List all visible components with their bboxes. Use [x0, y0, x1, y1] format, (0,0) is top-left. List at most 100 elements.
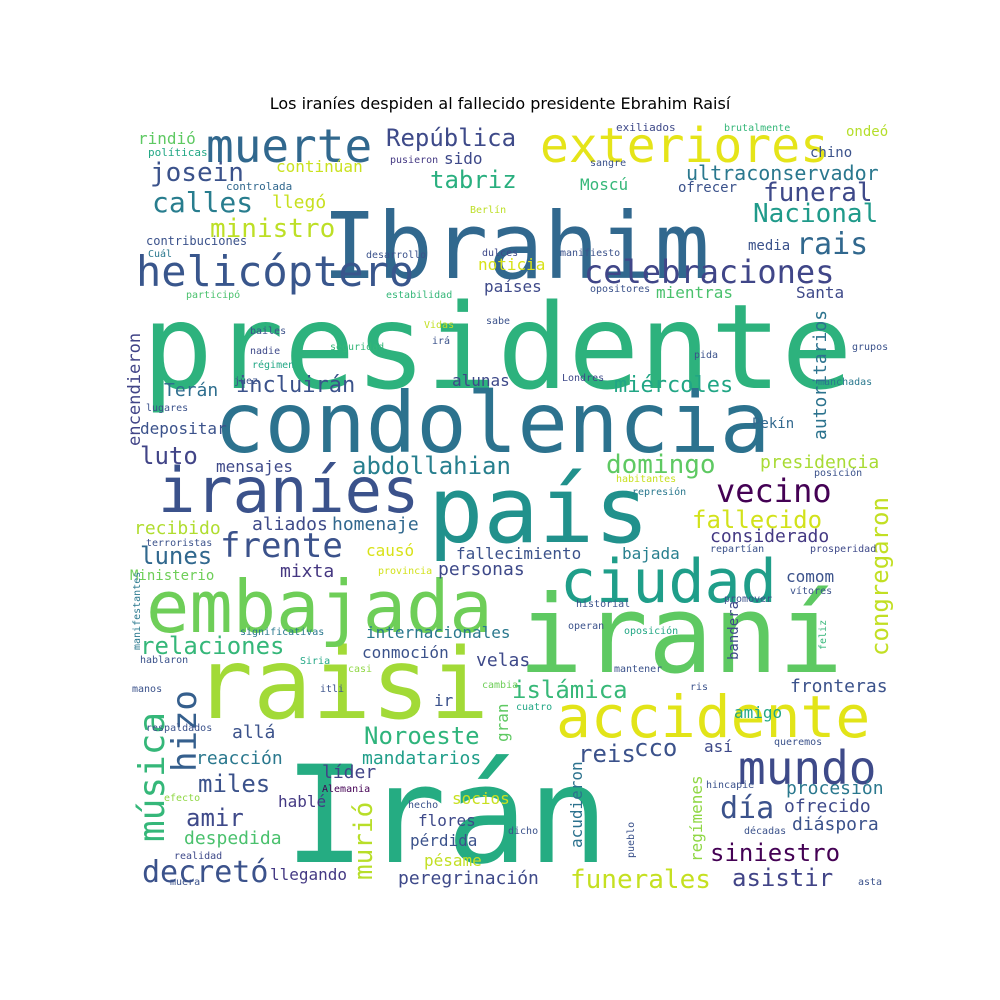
word-vidas: Vidas [424, 320, 454, 331]
word-continuan: continúan [276, 157, 363, 176]
word-nacional: Nacional [753, 199, 878, 229]
word-relaciones: relaciones [140, 632, 285, 660]
page-title: Los iraníes despiden al fallecido presid… [269, 94, 731, 113]
word-lider: líder [322, 762, 376, 783]
word-funeral: funeral [763, 178, 873, 208]
word-josein: josein [150, 158, 244, 188]
word-considerado: considerado [710, 526, 829, 547]
word-iran: Irán [284, 737, 609, 894]
word-juez: juez [234, 376, 258, 387]
word-acudieron: acudieron [567, 761, 586, 848]
word-mantener: mantener [614, 664, 662, 675]
word-tabriz: tabriz [430, 166, 517, 194]
word-miercoles: miércoles [614, 373, 733, 398]
word-miles: miles [198, 770, 270, 798]
word-asistir: asistir [732, 864, 833, 892]
word-politicas: políticas [148, 146, 208, 159]
word-alla: allá [232, 722, 275, 743]
word-rais: rais [796, 227, 868, 262]
word-dulces: dulces [482, 248, 518, 259]
word-dia: día [720, 791, 774, 826]
word-raisi: raisi [194, 628, 489, 742]
word-iranies: iraníes [158, 454, 419, 527]
word-condolencia: condolencia [214, 374, 770, 472]
word-hizo: hizo [165, 690, 205, 772]
word-brutalmente: brutalmente [724, 123, 790, 134]
word-pueblo: pueblo [626, 822, 637, 858]
word-encendieron: encendieron [125, 333, 145, 446]
word-repartian: repartían [710, 543, 764, 555]
word-amigo: amigo [734, 703, 782, 722]
word-ministro: ministro [210, 214, 335, 244]
word-promover: promover [724, 594, 772, 605]
word-decreto: decretó [142, 855, 268, 890]
word-participo: participó [186, 289, 240, 301]
word-incluiran: incluirán [236, 373, 355, 398]
word-ir: ir [434, 691, 454, 710]
word-operan: operan [568, 621, 604, 632]
word-republica: República [386, 124, 516, 152]
word-hable: hablé [278, 792, 326, 811]
word-presidente: presidente [142, 278, 852, 416]
word-peregrinacion: peregrinación [398, 868, 539, 889]
word-mixta: mixta [280, 561, 334, 582]
word-autoritarios: autoritarios [810, 310, 831, 440]
word-embajada: embajada [146, 565, 493, 649]
word-muerte: muerte [206, 119, 372, 173]
word-amir: amir [186, 804, 244, 832]
word-diaspora: diáspora [792, 814, 879, 835]
word-habitantes: habitantes [616, 474, 676, 485]
word-casi: casi [348, 664, 372, 675]
word-exiliados: exiliados [616, 121, 676, 134]
word-queremos: queremos [774, 737, 822, 748]
word-paises: países [484, 277, 542, 296]
word-islamica: islámica [512, 676, 628, 704]
word-bajada: bajada [622, 544, 680, 563]
word-accidente: accidente [556, 683, 870, 751]
word-grupos: grupos [852, 342, 888, 353]
word-vecino: vecino [716, 472, 832, 510]
word-manchadas: manchadas [818, 377, 872, 388]
word-sabe: sabe [486, 316, 510, 327]
word-comom: comom [786, 567, 834, 586]
word-lugares: lugares [146, 403, 188, 414]
word-seguridad: seguridad [330, 342, 384, 353]
word-bailes: bailes [250, 326, 286, 337]
word-helicoptero: helicóptero [136, 247, 414, 296]
word-ofrecido: ofrecido [784, 796, 871, 817]
word-hablaron: hablaron [140, 655, 188, 666]
word-siria: Siria [300, 656, 330, 667]
word-regimen: régimen [252, 359, 294, 371]
word-vitores: vítores [790, 585, 832, 597]
word-congregaron: congregaron [866, 497, 894, 656]
word-pais: país [428, 457, 650, 564]
word-lunes: lunes [140, 542, 212, 570]
word-frente: frente [220, 526, 343, 566]
word-manifiesto: manifiesto [560, 248, 620, 259]
word-oposicion: oposición [624, 625, 678, 637]
word-controlada: controlada [226, 180, 292, 193]
word-ciudad: ciudad [560, 547, 777, 617]
word-regimenes: regímenes [687, 775, 706, 862]
word-calles: calles [152, 186, 253, 219]
word-santa: Santa [796, 283, 844, 302]
word-llegando: llegando [270, 865, 347, 884]
word-alunas: alunas [452, 371, 510, 390]
word-contribuciones: contribuciones [146, 234, 247, 248]
word-cambia: cambia [482, 680, 518, 691]
word-estabilidad: estabilidad [386, 290, 452, 301]
word-reaccion: reacción [196, 748, 283, 769]
word-procesion: procesión [786, 778, 884, 799]
word-ultraconservador: ultraconservador [686, 161, 879, 185]
word-cual: Cuál [148, 248, 172, 260]
word-fronteras: fronteras [790, 676, 888, 697]
word-fallecido: fallecido [692, 506, 822, 534]
word-teran: Terán [164, 380, 218, 401]
word-asi: así [704, 737, 733, 756]
word-noroeste: Noroeste [364, 722, 480, 750]
word-aliados: aliados [252, 514, 328, 535]
word-ofrecer: ofrecer [678, 180, 737, 196]
word-cco: cco [634, 734, 677, 762]
word-funerales: funerales [570, 865, 711, 895]
